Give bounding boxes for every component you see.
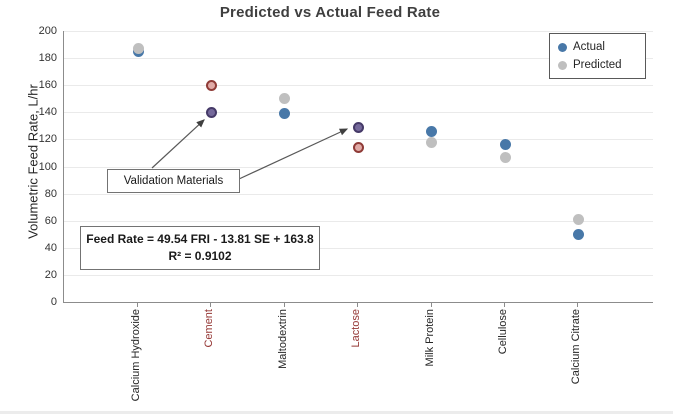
y-tick-label: 80 xyxy=(44,187,57,200)
y-tick-label: 60 xyxy=(44,214,57,227)
gridline xyxy=(64,58,653,60)
y-tick-label: 160 xyxy=(38,79,57,92)
gridline xyxy=(64,193,653,195)
x-tick-mark xyxy=(137,303,138,307)
y-tick-label: 200 xyxy=(38,25,57,37)
legend-item-predicted: Predicted xyxy=(558,56,639,74)
point-actual-lactose xyxy=(352,121,364,133)
plot-area xyxy=(63,31,653,303)
chart-title: Predicted vs Actual Feed Rate xyxy=(219,4,441,21)
point-predicted-maltodextrin xyxy=(279,93,291,105)
gridline xyxy=(64,31,653,32)
y-tick-label: 40 xyxy=(44,241,57,254)
x-tick-mark xyxy=(504,303,505,307)
point-actual-milk-protein xyxy=(426,125,438,137)
x-category-label: Milk Protein xyxy=(423,309,436,367)
validation-materials-callout: Validation Materials xyxy=(107,169,240,193)
x-category-label: Maltodextrin xyxy=(276,309,289,369)
x-tick-mark xyxy=(430,303,432,307)
predicted-series-dot-icon xyxy=(558,60,567,70)
legend-label-predicted: Predicted xyxy=(573,59,622,71)
actual-series-dot-icon xyxy=(558,42,567,52)
point-predicted-calcium-hydroxide xyxy=(132,43,144,55)
point-actual-cement xyxy=(205,106,217,118)
x-tick-mark xyxy=(283,303,285,307)
y-tick-label: 20 xyxy=(44,268,57,281)
equation-line1: Feed Rate = 49.54 FRI - 13.81 SE + 163.8 xyxy=(86,232,314,246)
gridline xyxy=(64,166,653,168)
x-tick-mark xyxy=(357,303,359,307)
x-category-label: Calcium Hydroxide xyxy=(130,309,142,402)
image-edge-strip xyxy=(0,411,673,414)
point-predicted-lactose xyxy=(352,142,364,154)
x-category-label: Cement xyxy=(203,309,216,348)
legend-item-actual: Actual xyxy=(558,38,639,56)
y-tick-label: 140 xyxy=(38,106,57,119)
y-tick-label: 0 xyxy=(50,296,57,308)
gridline xyxy=(64,85,653,87)
x-category-label: Cellulose xyxy=(497,309,509,355)
point-predicted-calcium-citrate xyxy=(572,213,584,225)
y-tick-label: 100 xyxy=(38,160,57,173)
equation-box: Feed Rate = 49.54 FRI - 13.81 SE + 163.8… xyxy=(80,226,320,270)
y-tick-label: 120 xyxy=(38,133,57,146)
gridline xyxy=(64,139,653,141)
x-tick-mark xyxy=(577,303,579,307)
gridline xyxy=(64,247,653,249)
point-actual-cellulose xyxy=(499,139,511,151)
x-tick-mark xyxy=(210,303,212,307)
y-tick-label: 180 xyxy=(38,52,57,65)
point-actual-maltodextrin xyxy=(279,108,291,120)
gridline xyxy=(64,274,653,276)
point-predicted-milk-protein xyxy=(426,136,438,148)
x-category-label: Calcium Citrate xyxy=(570,309,583,385)
point-actual-calcium-citrate xyxy=(572,228,584,240)
legend-label-actual: Actual xyxy=(573,41,605,53)
legend: Actual Predicted xyxy=(549,33,646,79)
gridline xyxy=(64,220,653,222)
gridline xyxy=(64,112,653,114)
point-predicted-cellulose xyxy=(499,151,511,163)
x-category-label: Lactose xyxy=(350,309,363,348)
equation-line2: R² = 0.9102 xyxy=(168,249,232,263)
point-predicted-cement xyxy=(205,79,217,91)
